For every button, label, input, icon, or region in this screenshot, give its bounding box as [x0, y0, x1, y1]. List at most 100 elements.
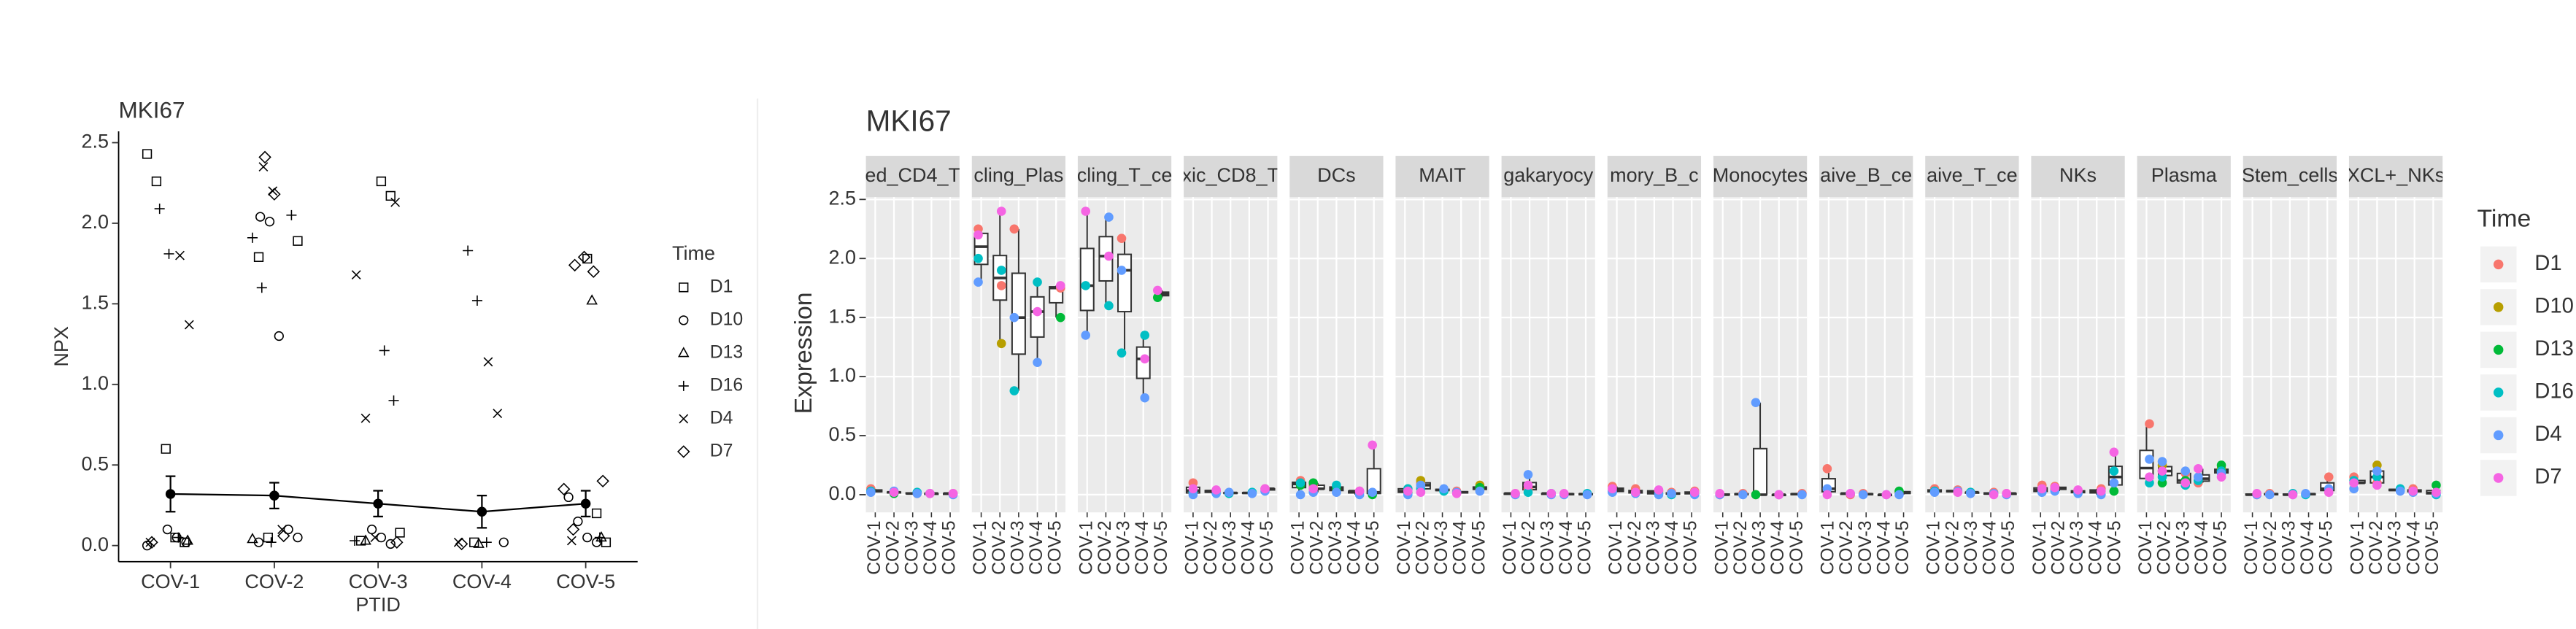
- data-point: [1989, 490, 1999, 500]
- data-point: [469, 537, 479, 547]
- data-point: [493, 409, 503, 418]
- y-tick-label: 1.0: [81, 372, 109, 394]
- data-point: [163, 248, 174, 259]
- x-tick-label: COV-4: [1133, 520, 1152, 575]
- x-tick-label: COV-1: [971, 520, 990, 574]
- data-point: [912, 489, 922, 498]
- data-point: [370, 533, 380, 543]
- x-tick-label: COV-4: [1557, 520, 1576, 575]
- legend-key: [678, 380, 689, 391]
- data-point: [594, 532, 605, 543]
- data-point: [385, 190, 396, 201]
- data-point: [563, 492, 574, 503]
- x-tick-label: COV-2: [2261, 520, 2280, 574]
- facet-strip: [1607, 155, 1702, 198]
- x-tick-label: COV-4: [1027, 520, 1046, 575]
- data-point: [1715, 489, 1724, 498]
- data-point: [1104, 251, 1114, 261]
- facet-strip: [2137, 155, 2231, 198]
- x-tick-label: COV-4: [1238, 520, 1258, 575]
- data-point: [142, 149, 153, 159]
- data-point: [268, 188, 281, 201]
- facet-strip: [865, 155, 960, 198]
- data-point: [587, 265, 601, 278]
- data-point: [161, 444, 171, 454]
- facet-strip: [1713, 155, 1808, 198]
- data-point: [258, 150, 271, 164]
- data-point: [1308, 484, 1318, 494]
- data-point: [568, 258, 582, 272]
- data-point: [1140, 354, 1150, 364]
- data-point: [498, 537, 509, 547]
- data-point: [996, 266, 1006, 275]
- data-point: [247, 533, 258, 544]
- data-point: [173, 532, 184, 543]
- data-point: [2109, 447, 2119, 457]
- y-axis-label: NPX: [50, 326, 72, 367]
- data-point: [586, 294, 598, 305]
- data-point: [277, 529, 290, 543]
- legend-label: D13: [2534, 337, 2574, 360]
- data-point: [1774, 490, 1784, 500]
- x-tick-label: COV-1: [2348, 520, 2367, 574]
- data-point: [2216, 472, 2226, 482]
- data-point: [1295, 490, 1306, 500]
- data-point: [866, 487, 876, 497]
- data-point: [1260, 484, 1270, 494]
- data-point: [2037, 484, 2047, 494]
- data-point: [142, 541, 153, 551]
- legend-label: D16: [2534, 380, 2574, 404]
- x-axis-label: PTID: [355, 594, 401, 616]
- facet-label: aive_B_ce: [1820, 164, 1912, 186]
- data-point: [1081, 331, 1091, 340]
- x-tick-label: COV-4: [2086, 520, 2106, 575]
- data-point: [266, 537, 277, 548]
- legend-label: D4: [2534, 422, 2561, 446]
- data-point: [557, 482, 571, 496]
- data-point: [145, 536, 158, 549]
- y-tick-label: 1.5: [81, 291, 109, 313]
- data-point: [1033, 277, 1042, 287]
- data-point: [1523, 480, 1533, 490]
- x-tick-label: COV-1: [141, 571, 200, 593]
- box: [1753, 402, 1768, 496]
- data-point: [2288, 490, 2298, 500]
- data-point: [2432, 487, 2441, 497]
- x-tick-label: COV-4: [1981, 520, 2000, 575]
- data-point: [591, 508, 602, 519]
- facet-strip: [1925, 155, 2019, 198]
- data-point: [390, 197, 401, 207]
- data-point: [1247, 489, 1257, 498]
- data-point: [1630, 487, 1640, 497]
- data-point: [453, 537, 463, 547]
- data-point: [1416, 487, 1426, 497]
- x-tick-label: COV-2: [1943, 520, 1962, 574]
- data-point: [2157, 457, 2167, 466]
- data-point: [2395, 486, 2405, 496]
- data-point: [1858, 490, 1868, 500]
- x-tick-label: COV-2: [1837, 520, 1856, 574]
- data-point: [1055, 281, 1065, 290]
- data-point: [1224, 487, 1234, 497]
- x-tick-label: COV-3: [1962, 520, 1981, 574]
- x-tick-label: COV-2: [1201, 520, 1221, 574]
- facet-strip: [2348, 155, 2443, 198]
- data-point: [2408, 486, 2418, 496]
- x-tick-label: COV-1: [1395, 520, 1414, 574]
- mean-point: [165, 489, 176, 499]
- x-tick-label: COV-5: [2317, 520, 2337, 574]
- data-point: [2157, 466, 2167, 476]
- data-point: [1654, 485, 1664, 495]
- data-point: [286, 209, 297, 220]
- legend-key: [2493, 344, 2504, 355]
- facet-strip: [1289, 155, 1384, 198]
- facet-label: Stem_cells: [2242, 164, 2338, 186]
- x-tick-label: COV-5: [556, 571, 615, 593]
- data-point: [471, 295, 482, 306]
- x-tick-label: COV-4: [2298, 520, 2318, 575]
- data-point: [1689, 487, 1700, 497]
- box-body: [1079, 247, 1095, 312]
- x-tick-label: COV-1: [2030, 520, 2050, 574]
- data-point: [591, 537, 602, 547]
- data-point: [256, 282, 267, 293]
